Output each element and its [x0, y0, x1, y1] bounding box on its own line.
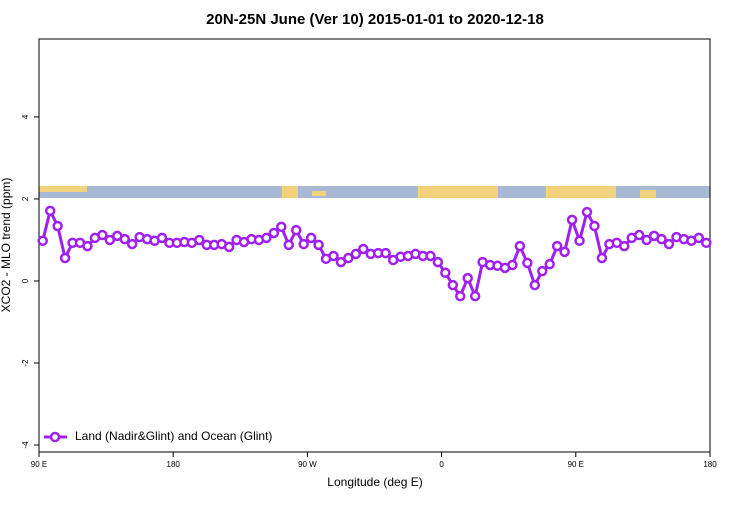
x-tick-label: 0 [439, 460, 444, 469]
data-point [529, 279, 541, 291]
data-point [328, 250, 339, 262]
legend-label: Land (Nadir&Glint) and Ocean (Glint) [75, 429, 272, 443]
data-point [633, 229, 645, 241]
data-point [223, 241, 235, 253]
data-point [656, 233, 667, 245]
data-point [82, 240, 93, 252]
data-point [298, 238, 309, 250]
data-point [52, 220, 63, 232]
x-tick-label: 90 W [298, 460, 317, 469]
data-point [156, 232, 168, 244]
map-land [546, 186, 616, 198]
data-point [589, 220, 600, 232]
map-land [418, 186, 498, 198]
map-ocean [39, 186, 710, 198]
data-point [425, 250, 436, 262]
map-strip [39, 186, 710, 198]
data-point [574, 235, 585, 247]
data-point [313, 239, 324, 251]
data-point [522, 257, 533, 269]
map-land [39, 186, 87, 192]
data-point [44, 205, 56, 217]
data-point [305, 232, 317, 244]
y-tick-label: 4 [21, 114, 30, 119]
x-tick-label: 180 [703, 460, 717, 469]
data-point [514, 240, 526, 252]
data-point [559, 246, 570, 258]
data-point [701, 237, 712, 249]
data-point [119, 233, 130, 245]
data-point [97, 229, 108, 241]
y-tick-label: -2 [21, 359, 30, 367]
data-point [268, 227, 280, 239]
data-point [440, 267, 451, 279]
data-point [619, 240, 630, 252]
data-point [551, 240, 563, 252]
data-point [537, 265, 548, 277]
data-point [380, 247, 391, 259]
data-point [276, 221, 287, 233]
data-point [596, 252, 608, 264]
data-point [194, 234, 205, 246]
data-point [566, 214, 578, 226]
legend-marker [49, 431, 61, 443]
x-tick-label: 90 E [568, 460, 584, 469]
data-point [663, 238, 675, 250]
map-land [640, 190, 656, 198]
y-axis-label: XCO2 - MLO trend (ppm) [0, 178, 13, 313]
data-point [126, 238, 138, 250]
data-point [462, 272, 473, 284]
data-point [343, 252, 354, 264]
data-point [335, 256, 347, 268]
data-point [469, 290, 481, 302]
data-point [454, 290, 466, 302]
data-point [693, 232, 705, 244]
y-tick-label: -4 [21, 441, 30, 449]
data-point [507, 259, 518, 271]
data-point [581, 206, 593, 218]
data-point [104, 234, 116, 246]
data-point [290, 224, 302, 236]
x-tick-label: 180 [167, 460, 181, 469]
map-land [282, 186, 298, 198]
data-point [350, 248, 362, 260]
data-point [641, 234, 652, 246]
map-land [312, 191, 326, 196]
chart-title: 20N-25N June (Ver 10) 2015-01-01 to 2020… [206, 11, 544, 28]
data-point [261, 232, 272, 244]
y-tick-label: 2 [21, 196, 30, 201]
data-point [37, 235, 48, 247]
data-point [432, 256, 444, 268]
x-axis-label: Longitude (deg E) [327, 475, 422, 489]
data-point [447, 279, 459, 291]
x-tick-label: 90 E [31, 460, 47, 469]
data-point [358, 243, 369, 255]
data-point [59, 252, 71, 264]
y-tick-label: 0 [21, 278, 30, 283]
data-point [544, 258, 555, 270]
data-point [283, 239, 295, 251]
